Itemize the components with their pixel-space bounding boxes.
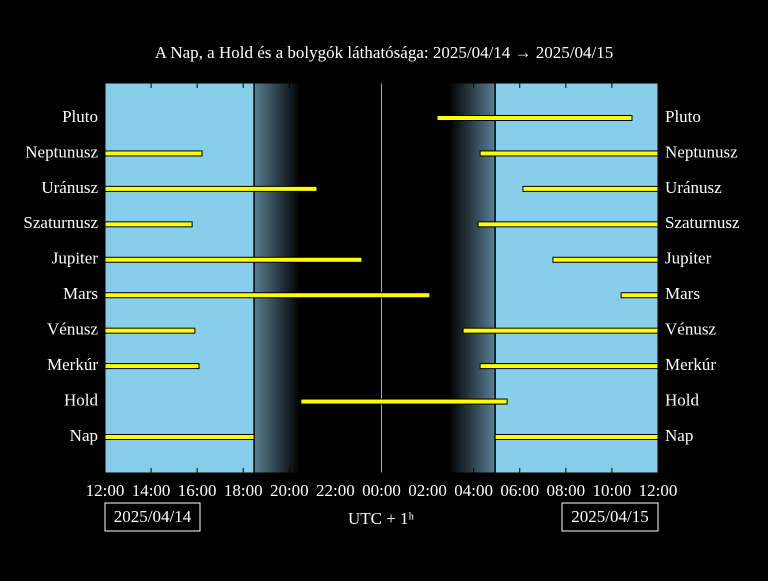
x-tick-label: 16:00 [178,481,217,500]
visibility-bar [300,398,508,405]
x-tick-label: 00:00 [362,481,401,500]
visibility-bar [436,115,633,121]
visibility-bar [104,292,431,299]
x-tick-label: 02:00 [408,481,447,500]
visibility-bar [494,434,659,440]
row-label: Merkúr [665,355,716,374]
date-left: 2025/04/14 [114,507,192,526]
row-label: Vénusz [665,320,716,339]
row-label: Pluto [665,107,701,126]
visibility-bar [552,256,659,263]
x-tick-label: 06:00 [500,481,539,500]
row-label: Uránusz [41,178,98,197]
visibility-bar [522,185,659,192]
row-label: Mars [665,284,700,303]
visibility-bar [462,327,659,334]
row-label: Szaturnusz [23,213,98,232]
row-label: Jupiter [52,249,99,268]
date-right: 2025/04/15 [571,507,648,526]
row-label: Pluto [62,107,98,126]
x-tick-label: 14:00 [132,481,171,500]
x-tick-label: 10:00 [593,481,632,500]
x-tick-label: 12:00 [86,481,125,500]
row-label: Hold [64,390,99,409]
visibility-bar [104,256,363,263]
visibility-bar [104,434,255,440]
row-label: Uránusz [665,178,722,197]
row-label: Mars [63,284,98,303]
day-area [495,83,658,473]
x-tick-label: 20:00 [270,481,309,500]
row-label: Szaturnusz [665,213,740,232]
visibility-bar [479,150,659,157]
visibility-bar [104,221,193,228]
visibility-bar [104,185,318,192]
row-label: Hold [665,390,700,409]
row-label: Nap [70,426,98,445]
x-tick-label: 18:00 [224,481,263,500]
plot-frame [104,82,659,474]
twilight [254,83,301,473]
row-label: Jupiter [665,249,712,268]
day-area [105,83,255,473]
x-tick-label: 04:00 [454,481,493,500]
visibility-bar [477,221,659,228]
x-tick-label: 08:00 [546,481,585,500]
visibility-bar [620,292,659,299]
visibility-bar [104,150,203,157]
visibility-bar [104,363,200,370]
twilight [449,83,496,473]
chart-title: A Nap, a Hold és a bolygók láthatósága: … [155,43,613,62]
row-label: Merkúr [47,355,98,374]
visibility-bar [479,363,659,370]
row-label: Neptunusz [665,142,738,161]
x-tick-label: 22:00 [316,481,355,500]
row-label: Neptunusz [25,142,98,161]
x-tick-label: 12:00 [639,481,678,500]
date-box [104,502,201,532]
date-box [561,502,659,532]
x-axis-label: UTC + 1ʰ [348,509,415,528]
row-label: Nap [665,426,693,445]
row-label: Vénusz [47,320,98,339]
visibility-bar [104,327,196,334]
